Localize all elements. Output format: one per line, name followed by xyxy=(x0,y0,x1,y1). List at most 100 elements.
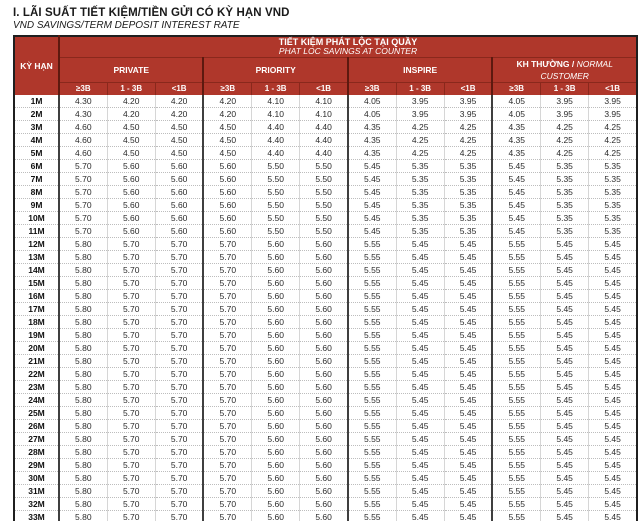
rate-cell: 5.35 xyxy=(395,172,445,185)
rate-cell: 5.45 xyxy=(540,250,589,263)
rate-cell: 5.45 xyxy=(588,471,637,484)
rate-cell: 5.35 xyxy=(395,159,445,172)
rate-cell: 4.25 xyxy=(395,146,445,159)
rate-cell: 4.60 xyxy=(59,146,108,159)
rate-cell: 5.35 xyxy=(443,224,493,237)
rate-cell: 5.45 xyxy=(491,185,541,198)
rate-cell: 5.70 xyxy=(106,432,156,445)
rate-cell: 5.45 xyxy=(395,328,445,341)
rate-cell: 5.80 xyxy=(59,406,108,419)
rate-cell: 5.45 xyxy=(395,458,445,471)
rate-cell: 5.55 xyxy=(346,367,397,380)
rate-cell: 5.55 xyxy=(346,497,397,510)
term-cell: 5M xyxy=(14,146,60,159)
rate-cell: 5.60 xyxy=(299,237,348,250)
rate-cell: 5.70 xyxy=(106,302,156,315)
rate-cell: 5.55 xyxy=(491,237,541,250)
rate-cell: 5.45 xyxy=(540,354,589,367)
rate-cell: 5.45 xyxy=(588,367,637,380)
term-cell: 31M xyxy=(14,484,60,497)
rate-cell: 5.70 xyxy=(154,354,204,367)
rate-cell: 5.60 xyxy=(251,458,300,471)
rate-cell: 5.80 xyxy=(59,419,108,432)
rate-cell: 5.70 xyxy=(154,393,204,406)
table-row: 8M 5.70 5.60 5.60 5.60 5.50 5.50 5.45 5.35 5.35 5.… xyxy=(14,185,637,198)
rate-cell: 5.60 xyxy=(106,211,156,224)
rate-cell: 5.70 xyxy=(106,471,156,484)
rate-cell: 5.60 xyxy=(251,419,300,432)
balance-tier-header: ≥3B xyxy=(202,81,252,95)
rate-cell: 4.50 xyxy=(202,120,252,133)
rate-cell: 5.70 xyxy=(154,380,204,393)
term-cell: 19M xyxy=(14,328,60,341)
rate-cell: 3.95 xyxy=(588,94,637,107)
rate-cell: 5.80 xyxy=(59,510,108,521)
rate-cell: 5.45 xyxy=(443,302,493,315)
rate-cell: 5.60 xyxy=(251,510,300,521)
table-row: 20M 5.80 5.70 5.70 5.70 5.60 5.60 5.55 5.45 5.45 5… xyxy=(14,341,637,354)
rate-cell: 5.60 xyxy=(202,172,252,185)
rate-cell: 5.70 xyxy=(154,484,204,497)
product-header-vi: TIẾT KIỆM PHÁT LỘC TẠI QUẦY xyxy=(278,37,418,48)
rate-cell: 5.70 xyxy=(106,263,156,276)
rate-cell: 4.05 xyxy=(491,94,541,107)
rate-cell: 5.45 xyxy=(395,406,445,419)
term-cell: 14M xyxy=(14,263,60,276)
rate-cell: 5.45 xyxy=(540,419,589,432)
rate-cell: 5.45 xyxy=(491,211,541,224)
product-header-en: PHAT LOC SAVINGS AT COUNTER xyxy=(278,46,418,57)
rate-cell: 5.55 xyxy=(491,484,541,497)
rate-cell: 5.45 xyxy=(540,484,589,497)
page-title: I. LÃI SUẤT TIẾT KIỆM/TIỀN GỬI CÓ KỲ HẠN… xyxy=(13,7,290,19)
table-row: 7M 5.70 5.60 5.60 5.60 5.50 5.50 5.45 5.35 5.35 5.… xyxy=(14,172,637,185)
term-cell: 16M xyxy=(14,289,60,302)
rate-cell: 5.60 xyxy=(154,185,204,198)
rate-cell: 4.40 xyxy=(299,146,348,159)
table-row: 12M 5.80 5.70 5.70 5.70 5.60 5.60 5.55 5.45 5.45 5… xyxy=(14,237,637,250)
rate-cell: 5.45 xyxy=(443,406,493,419)
rate-cell: 5.45 xyxy=(395,445,445,458)
rate-cell: 4.10 xyxy=(251,107,300,120)
customer-groups-row: PRIVATE PRIORITY INSPIRE KH THƯỜNG / NORMAL… xyxy=(14,56,637,82)
rate-cell: 4.40 xyxy=(299,120,348,133)
table-row: 26M 5.80 5.70 5.70 5.70 5.60 5.60 5.55 5.45 5.45 5… xyxy=(14,419,637,432)
rate-cell: 5.45 xyxy=(540,471,589,484)
rate-cell: 5.70 xyxy=(154,263,204,276)
rate-cell: 5.35 xyxy=(443,185,493,198)
rate-cell: 5.45 xyxy=(443,367,493,380)
rate-cell: 5.55 xyxy=(346,237,397,250)
rate-cell: 5.45 xyxy=(395,393,445,406)
rate-cell: 5.55 xyxy=(491,497,541,510)
rate-cell: 5.60 xyxy=(251,471,300,484)
rate-cell: 5.60 xyxy=(202,185,252,198)
rate-cell: 5.45 xyxy=(540,406,589,419)
rate-cell: 5.35 xyxy=(540,159,589,172)
rate-cell: 4.40 xyxy=(251,133,300,146)
rate-cell: 5.55 xyxy=(491,393,541,406)
rate-cell: 5.55 xyxy=(346,510,397,521)
page-subtitle: VND SAVINGS/TERM DEPOSIT INTEREST RATE xyxy=(13,20,240,31)
rate-cell: 5.45 xyxy=(346,198,397,211)
rate-cell: 5.80 xyxy=(59,380,108,393)
table-row: 5M 4.60 4.50 4.50 4.50 4.40 4.40 4.35 4.25 4.25 4.… xyxy=(14,146,637,159)
rate-cell: 5.60 xyxy=(106,172,156,185)
table-row: 24M 5.80 5.70 5.70 5.70 5.60 5.60 5.55 5.45 5.45 5… xyxy=(14,393,637,406)
term-cell: 7M xyxy=(14,172,60,185)
rate-cell: 5.70 xyxy=(154,406,204,419)
rate-cell: 5.45 xyxy=(395,432,445,445)
rate-cell: 5.35 xyxy=(443,159,493,172)
rate-cell: 4.40 xyxy=(251,120,300,133)
rate-cell: 5.60 xyxy=(154,172,204,185)
term-cell: 20M xyxy=(14,341,60,354)
rate-cell: 5.45 xyxy=(540,328,589,341)
rate-cell: 5.60 xyxy=(299,393,348,406)
rate-cell: 5.70 xyxy=(59,159,108,172)
rate-cell: 5.70 xyxy=(106,445,156,458)
term-cell: 25M xyxy=(14,406,60,419)
rate-cell: 5.35 xyxy=(540,211,589,224)
rate-cell: 5.60 xyxy=(299,471,348,484)
rate-cell: 5.45 xyxy=(540,341,589,354)
rate-cell: 5.80 xyxy=(59,328,108,341)
rate-cell: 3.95 xyxy=(395,107,445,120)
rate-cell: 5.60 xyxy=(299,445,348,458)
